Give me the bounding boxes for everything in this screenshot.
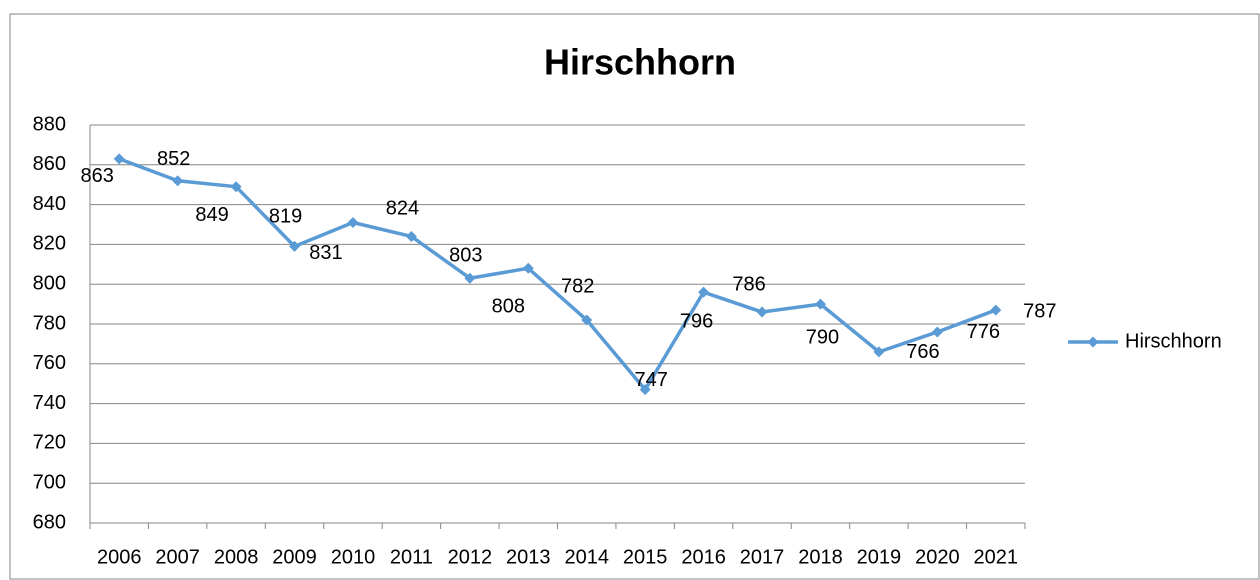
legend-marker — [1087, 336, 1099, 348]
series-line — [118, 157, 997, 392]
data-label: 824 — [386, 198, 419, 220]
data-label: 849 — [195, 204, 228, 226]
data-label: 803 — [449, 245, 482, 267]
data-label: 766 — [906, 341, 939, 363]
chart-title: Hirschhorn — [544, 42, 736, 83]
x-tick-label: 2007 — [155, 546, 200, 568]
data-point — [347, 217, 359, 229]
x-tick-label: 2021 — [974, 546, 1019, 568]
data-label: 786 — [732, 273, 765, 295]
x-tick-label: 2006 — [97, 546, 142, 568]
data-label: 808 — [492, 296, 525, 318]
data-point — [990, 304, 1002, 316]
data-point — [405, 230, 417, 242]
y-tick-label: 860 — [33, 153, 66, 175]
data-label: 863 — [81, 165, 114, 187]
x-tick-label: 2014 — [564, 546, 609, 568]
chart-frame — [9, 13, 1260, 580]
data-point — [814, 298, 826, 310]
legend-label: Hirschhorn — [1125, 330, 1222, 352]
y-tick-label: 820 — [33, 233, 66, 255]
data-label: 852 — [157, 148, 190, 170]
y-tick-label: 740 — [33, 392, 66, 414]
data-label: 782 — [561, 275, 594, 297]
data-label: 790 — [806, 326, 839, 348]
y-tick-label: 720 — [33, 432, 66, 454]
y-tick-label: 780 — [33, 312, 66, 334]
x-tick-label: 2017 — [740, 546, 785, 568]
data-point — [522, 262, 534, 274]
y-tick-label: 800 — [33, 272, 66, 294]
x-tick-label: 2020 — [915, 546, 960, 568]
x-tick-label: 2009 — [272, 546, 317, 568]
x-tick-label: 2018 — [798, 546, 843, 568]
data-point — [289, 240, 301, 252]
data-label: 796 — [680, 310, 713, 332]
data-point — [639, 384, 651, 396]
x-tick-label: 2019 — [857, 546, 902, 568]
data-point — [756, 306, 768, 318]
x-tick-label: 2011 — [390, 546, 433, 568]
data-label: 747 — [634, 369, 667, 391]
data-label: 819 — [269, 206, 302, 228]
data-point — [873, 346, 885, 358]
y-tick-label: 840 — [33, 193, 66, 215]
x-tick-label: 2012 — [448, 546, 493, 568]
data-point — [698, 286, 710, 298]
x-tick-label: 2013 — [506, 546, 551, 568]
data-point — [113, 153, 125, 165]
data-label: 831 — [309, 242, 342, 264]
x-tick-label: 2016 — [681, 546, 726, 568]
data-point — [581, 314, 593, 326]
data-point — [172, 175, 184, 187]
x-tick-label: 2015 — [623, 546, 668, 568]
data-label: 787 — [1023, 300, 1056, 322]
data-label: 776 — [967, 321, 1000, 343]
x-tick-label: 2010 — [331, 546, 376, 568]
y-tick-label: 700 — [33, 471, 66, 493]
data-point — [230, 181, 242, 193]
y-tick-label: 680 — [33, 511, 66, 533]
data-point — [931, 326, 943, 338]
data-point — [464, 272, 476, 284]
y-tick-label: 880 — [33, 113, 66, 135]
y-tick-label: 760 — [33, 352, 66, 374]
x-tick-label: 2008 — [214, 546, 259, 568]
